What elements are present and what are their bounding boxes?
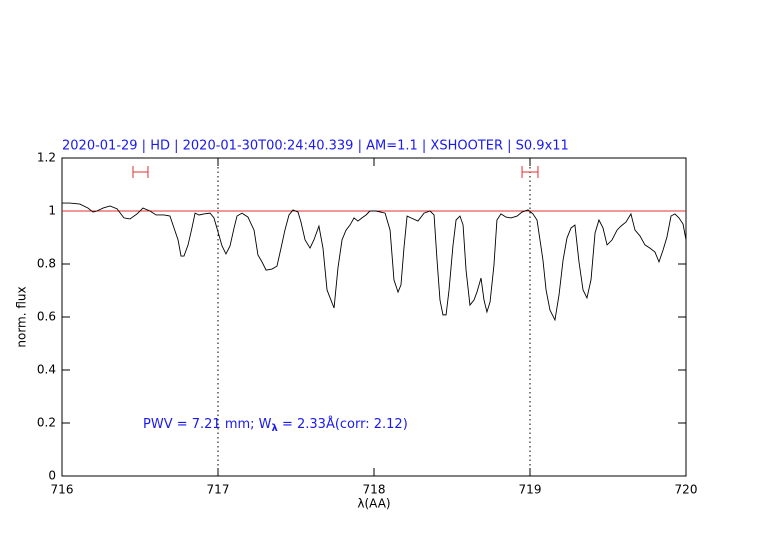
x-tick-label: 719 — [519, 483, 542, 497]
y-tick-label: 0.6 — [37, 310, 56, 324]
y-tick-label: 1.2 — [37, 151, 56, 165]
x-axis-label: λ(AA) — [357, 497, 390, 511]
y-tick-label: 0 — [48, 469, 56, 483]
y-tick-label: 0.8 — [37, 257, 56, 271]
spectrum-line — [62, 202, 687, 322]
interval-marker — [132, 166, 149, 179]
interval-marker — [521, 166, 539, 179]
y-tick-label: 0.4 — [37, 363, 56, 377]
x-tick-label: 718 — [363, 483, 386, 497]
annotation-text: = 2.33Å(corr: 2.12) — [278, 416, 408, 432]
annotation: PWV = 7.21 mm; Wλ = 2.33Å(corr: 2.12) — [143, 416, 408, 435]
y-tick-label: 1 — [48, 204, 56, 218]
x-tick-label: 716 — [51, 483, 74, 497]
x-tick-label: 720 — [675, 483, 698, 497]
annotation-text: PWV = 7.21 mm; W — [143, 417, 272, 432]
annotation-subscript: λ — [272, 423, 279, 434]
y-axis-label: norm. flux — [15, 286, 29, 347]
x-tick-label: 717 — [207, 483, 230, 497]
chart-title: 2020-01-29 | HD | 2020-01-30T00:24:40.33… — [62, 139, 569, 154]
y-tick-label: 0.2 — [37, 416, 56, 430]
